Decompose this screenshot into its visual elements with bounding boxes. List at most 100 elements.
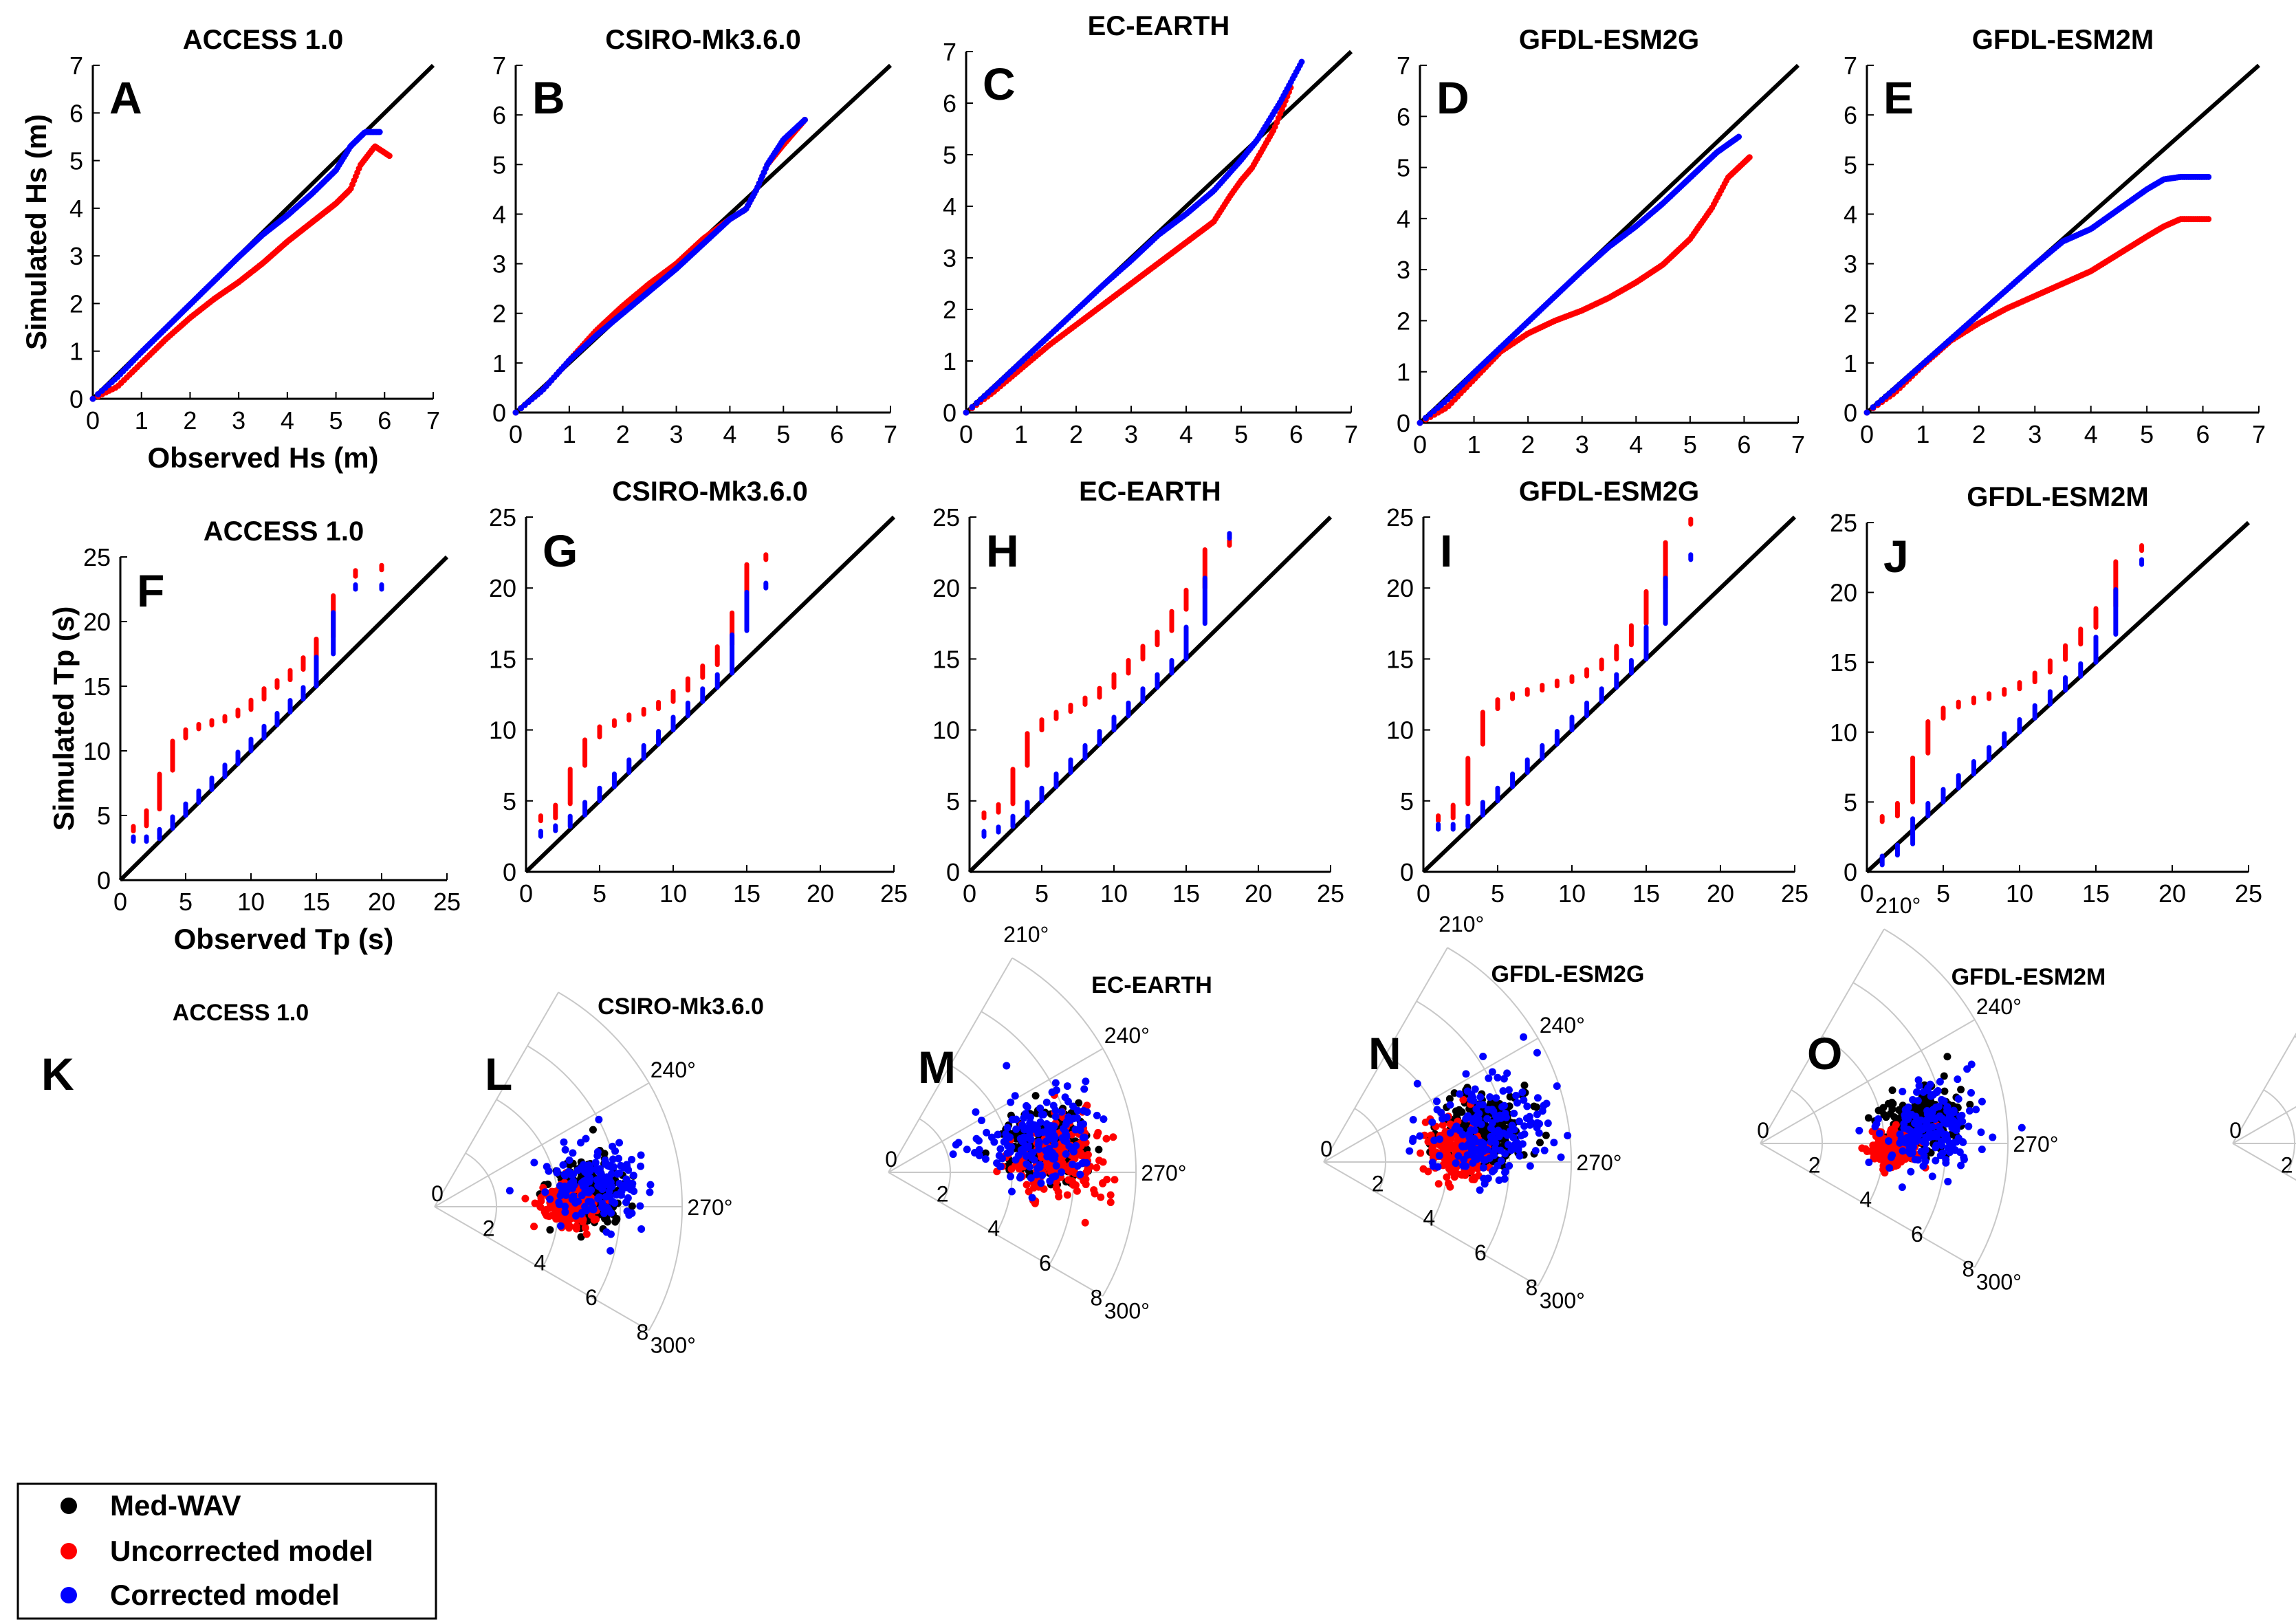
- polar-point: [1439, 1121, 1447, 1129]
- polar-point: [1512, 1091, 1520, 1099]
- x-tick-label: 5: [1035, 879, 1049, 908]
- polar-point: [1497, 1157, 1505, 1165]
- polar-point: [576, 1139, 584, 1147]
- polar-point: [1474, 1165, 1482, 1173]
- polar-point: [1927, 1115, 1935, 1123]
- series-corrected: [981, 531, 1232, 839]
- polar-point: [546, 1226, 554, 1234]
- polar-grid-arc: [1852, 982, 1947, 1237]
- polar-point: [1526, 1121, 1534, 1129]
- y-tick-label: 0: [503, 858, 516, 886]
- polar-point: [1409, 1116, 1417, 1124]
- panel-L: 300° 270° 240° 210° 8 6 4 2 0 L CSIRO-Mk3.6.0: [485, 922, 1187, 1323]
- y-tick-label: 25: [932, 503, 960, 531]
- polar-point: [1479, 1052, 1487, 1060]
- x-tick-label: 7: [2252, 420, 2266, 448]
- polar-point: [1523, 1102, 1531, 1110]
- polar-point: [1002, 1135, 1010, 1143]
- polar-point: [1564, 1132, 1572, 1140]
- polar-point: [1533, 1110, 1541, 1119]
- polar-point: [1926, 1080, 1934, 1088]
- polar-point: [1080, 1133, 1089, 1141]
- polar-point: [597, 1177, 605, 1185]
- polar-point: [1099, 1179, 1107, 1187]
- polar-point: [615, 1139, 624, 1147]
- polar-point: [972, 1108, 980, 1116]
- polar-point: [602, 1193, 610, 1201]
- polar-point: [1462, 1162, 1470, 1170]
- polar-point: [1465, 1130, 1474, 1138]
- polar-point: [1864, 1114, 1872, 1122]
- polar-point: [1875, 1151, 1883, 1159]
- polar-point: [1911, 1119, 1919, 1128]
- panel-title: GFDL-ESM2G: [1519, 25, 1699, 55]
- x-tick-label: 5: [1491, 879, 1505, 908]
- panel-letter: F: [137, 565, 164, 616]
- polar-point: [1069, 1102, 1078, 1110]
- polar-point: [1052, 1161, 1060, 1170]
- x-tick-label: 10: [1558, 879, 1586, 908]
- polar-point: [1071, 1181, 1080, 1190]
- polar-point: [595, 1194, 603, 1203]
- polar-point: [1064, 1176, 1073, 1184]
- polar-point: [1016, 1172, 1025, 1181]
- x-tick-label: 7: [1791, 430, 1805, 459]
- polar-point: [1505, 1162, 1513, 1170]
- x-tick-label: 4: [281, 406, 294, 435]
- polar-point: [1952, 1126, 1960, 1135]
- panel-title: GFDL-ESM2M: [1972, 25, 2154, 55]
- series-uncorrected: [1436, 516, 1694, 824]
- polar-angle-label: 300°: [1540, 1288, 1585, 1313]
- y-tick-label: 25: [1386, 503, 1414, 531]
- polar-point: [1052, 1086, 1060, 1095]
- y-tick-label: 5: [503, 787, 516, 815]
- polar-point: [1954, 1095, 1962, 1103]
- y-tick-label: 6: [1844, 101, 1857, 129]
- polar-point: [1538, 1107, 1546, 1115]
- series-uncorrected: [1879, 543, 2145, 824]
- polar-point: [1446, 1101, 1454, 1109]
- polar-point: [1007, 1187, 1016, 1196]
- polar-point: [1102, 1135, 1111, 1143]
- panel-letter: N: [1368, 1028, 1401, 1079]
- x-tick-label: 10: [659, 879, 687, 908]
- polar-point: [1485, 1154, 1494, 1162]
- polar-point: [572, 1212, 580, 1220]
- polar-point: [1075, 1099, 1083, 1107]
- polar-point: [949, 1150, 957, 1159]
- polar-point: [1027, 1174, 1035, 1182]
- series-uncorrected: [538, 552, 769, 824]
- y-tick-label: 4: [943, 193, 956, 221]
- polar-point: [1007, 1098, 1015, 1106]
- polar-point: [1080, 1085, 1089, 1093]
- polar-point: [545, 1204, 554, 1212]
- polar-point: [1502, 1113, 1510, 1121]
- qq-point: [973, 399, 980, 406]
- y-tick-label: 1: [69, 338, 83, 366]
- polar-point: [1456, 1090, 1464, 1098]
- polar-point: [613, 1191, 621, 1199]
- polar-point: [1916, 1106, 1925, 1114]
- x-tick-label: 2: [183, 406, 197, 435]
- y-tick-label: 3: [492, 250, 506, 278]
- polar-point: [1488, 1068, 1496, 1076]
- y-tick-label: 5: [946, 787, 960, 815]
- polar-point: [1042, 1098, 1051, 1106]
- polar-point: [1874, 1106, 1883, 1115]
- polar-grid-arc: [465, 1152, 497, 1238]
- polar-point: [977, 1117, 985, 1125]
- polar-point: [578, 1218, 587, 1226]
- polar-point: [1542, 1099, 1551, 1108]
- polar-point: [1940, 1087, 1949, 1095]
- polar-point: [609, 1155, 617, 1163]
- y-tick-label: 0: [1844, 858, 1857, 886]
- series-uncorrected: [981, 538, 1232, 821]
- x-tick-label: 1: [1467, 430, 1481, 459]
- polar-point: [1544, 1119, 1552, 1128]
- polar-radius-label: 2: [937, 1181, 949, 1206]
- polar-radius-label: 6: [585, 1285, 598, 1310]
- polar-point: [1557, 1153, 1565, 1161]
- y-tick-label: 5: [492, 151, 506, 179]
- polar-grid-spoke: [1760, 928, 1885, 1144]
- polar-point: [972, 1135, 981, 1143]
